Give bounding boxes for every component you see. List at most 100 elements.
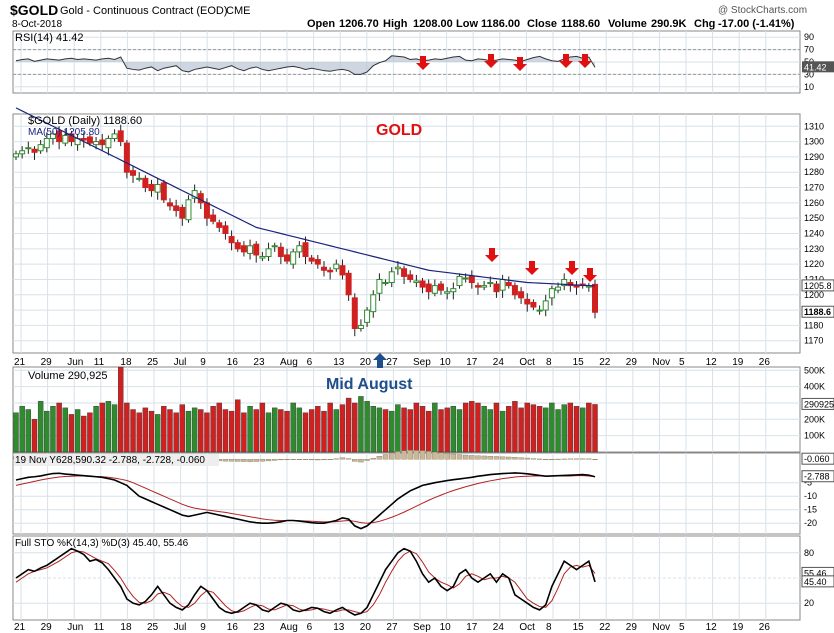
volume-bar: [290, 402, 296, 453]
candle-body: [62, 134, 69, 144]
macd-hist-bar: [518, 457, 524, 460]
x-tick-label-top: 20: [360, 357, 372, 368]
macd-hist-bar: [241, 459, 247, 462]
volume-bar: [235, 399, 241, 453]
volume-bar: [25, 409, 32, 453]
sto-d-value-label: 55.46: [804, 568, 827, 578]
candle-body: [542, 300, 549, 311]
ma-value-label: 1205.8: [804, 281, 832, 291]
x-tick-label-bottom: 12: [706, 622, 718, 633]
x-tick-label-bottom: 29: [41, 622, 53, 633]
volume-bar: [315, 406, 321, 453]
volume-bar: [185, 410, 192, 453]
volume-bar: [210, 406, 216, 453]
macd-hist-bar: [524, 457, 530, 460]
x-tick-label-bottom: Jun: [67, 622, 83, 633]
macd-hist-bar: [487, 456, 493, 460]
chart-panels: 1030507090RSI(14) 41.4241.42117011801190…: [12, 30, 834, 633]
candle-body: [511, 285, 518, 296]
candle-body: [518, 291, 525, 299]
candle-body: [111, 133, 118, 140]
volume-bar: [493, 402, 500, 453]
candle-body: [265, 248, 272, 257]
macd-hist-bar: [456, 454, 463, 460]
candle-body: [462, 277, 469, 280]
volume-bar: [142, 407, 149, 453]
low-label: Low: [456, 18, 478, 30]
macd-hist-bar: [586, 458, 592, 460]
volume-bar: [395, 404, 401, 453]
macd-hist-bar: [469, 455, 475, 460]
volume-bar: [382, 409, 389, 453]
rsi-fill: [16, 55, 595, 75]
price-red-arrow: [583, 268, 597, 282]
sto-k-value-box: [801, 575, 834, 588]
exchange-label: CME: [226, 5, 250, 17]
symbol-label[interactable]: $GOLD: [10, 2, 58, 18]
volume-bar: [87, 412, 93, 453]
candle-body: [499, 278, 506, 291]
candle-body: [555, 286, 562, 291]
candle-body: [425, 283, 432, 293]
rsi-red-arrow: [484, 54, 498, 68]
x-tick-label-bottom: 17: [466, 622, 478, 633]
x-tick-label-bottom: 5: [679, 622, 685, 633]
rsi-tick-label: 70: [804, 45, 814, 55]
x-tick-label-bottom: Aug: [280, 622, 298, 633]
x-tick-label-bottom: 26: [759, 622, 771, 633]
volume-bar: [321, 410, 327, 453]
volume-bar: [111, 404, 118, 453]
volume-bar: [352, 402, 358, 453]
volume-bar: [438, 409, 444, 453]
macd-hist-bar: [389, 452, 395, 460]
x-tick-label-top: 25: [147, 357, 159, 368]
candle-body: [364, 309, 371, 323]
candle-body: [93, 141, 100, 146]
x-tick-label-bottom: 22: [599, 622, 611, 633]
candle-body: [308, 257, 315, 262]
rsi-line: [15, 55, 596, 75]
candle-body: [388, 271, 395, 284]
x-tick-label-top: Oct: [519, 357, 535, 368]
macd-hist-bar: [543, 459, 549, 460]
volume-bar: [389, 410, 395, 453]
x-tick-label-bottom: 29: [626, 622, 638, 633]
x-tick-label-top: 6: [307, 357, 313, 368]
x-tick-label-top: 12: [706, 357, 718, 368]
candle-body: [203, 202, 210, 219]
candle-body: [228, 236, 235, 244]
ohlc-summary: Open 1206.70 High 1208.00 Low 1186.00 Cl…: [307, 18, 795, 30]
candle-body: [160, 182, 167, 201]
macd-hist-bar: [407, 450, 413, 460]
volume-bar: [469, 401, 475, 453]
volume-bar: [296, 407, 303, 453]
volume-bar: [487, 409, 493, 453]
x-tick-label-top: 23: [253, 357, 265, 368]
macd-tick-label: -10: [804, 491, 817, 501]
volume-bar: [278, 409, 284, 453]
macd-legend: 19 Nov Y628,590.32 -2.788, -2.728, -0.06…: [15, 455, 205, 466]
price-tick-label: 1270: [804, 183, 824, 193]
gold-annotation: GOLD: [376, 122, 422, 139]
price-tick-label: 1310: [804, 121, 824, 131]
macd-hist-bar: [425, 451, 432, 460]
macd-hist-bar: [450, 453, 457, 460]
volume-bar: [81, 415, 87, 453]
volume-bar: [450, 406, 457, 453]
volume-bar: [56, 402, 62, 453]
candle-body: [487, 282, 494, 285]
volume-bar: [62, 407, 68, 453]
candle-body: [561, 278, 568, 287]
high-label: High: [383, 18, 408, 30]
x-tick-label-top: 29: [626, 357, 638, 368]
volume-bar: [549, 402, 555, 453]
candle-body: [56, 130, 63, 143]
volume-tick-label: 400K: [804, 382, 825, 392]
volume-bar: [333, 409, 339, 453]
candle-body: [222, 225, 229, 234]
candle-body: [296, 245, 303, 253]
close-value-box: [801, 305, 834, 318]
macd-hist-bar: [308, 459, 315, 461]
watermark[interactable]: @ StockCharts.com: [718, 5, 807, 16]
candle-body: [123, 142, 130, 173]
